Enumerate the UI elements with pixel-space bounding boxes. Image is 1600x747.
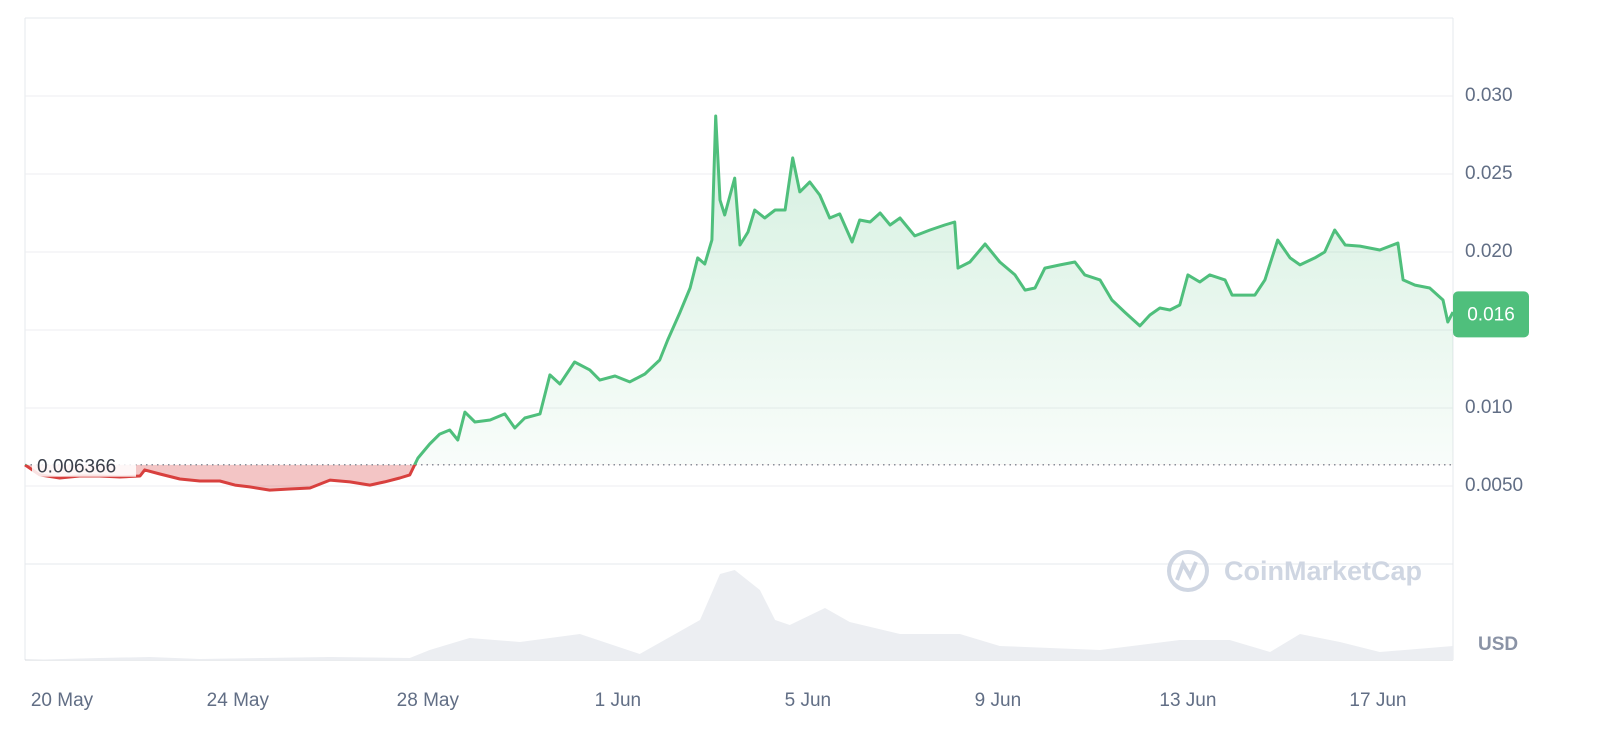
x-tick-label: 20 May (31, 690, 94, 711)
x-tick-label: 13 Jun (1159, 690, 1216, 711)
price-line-up (25, 114, 1455, 465)
volume-layer (25, 570, 1453, 660)
watermark: CoinMarketCap (1167, 550, 1422, 592)
y-tick-label: 0.025 (1465, 163, 1513, 184)
x-tick-label: 9 Jun (975, 690, 1021, 711)
price-badge-label: 0.016 (1467, 304, 1515, 325)
up-area (25, 116, 1453, 465)
x-tick-label: 17 Jun (1349, 690, 1406, 711)
y-tick-label: 0.010 (1465, 397, 1513, 418)
x-tick-label: 28 May (397, 690, 460, 711)
price-line-down (24, 464, 417, 492)
baseline-label-bg (32, 452, 136, 477)
x-tick-label: 5 Jun (785, 690, 831, 711)
x-tick-label: 1 Jun (595, 690, 641, 711)
baseline-label: 0.006366 (37, 457, 116, 478)
volume-area (25, 570, 1453, 660)
y-tick-label: 0.0050 (1465, 475, 1523, 496)
x-tick-label: 24 May (207, 690, 270, 711)
currency-label: USD (1478, 634, 1518, 655)
plot: 0.006366 (24, 114, 1455, 492)
y-tick-label: 0.030 (1465, 85, 1513, 106)
price-badge (1453, 291, 1529, 338)
watermark-text: CoinMarketCap (1224, 556, 1422, 586)
y-tick-label: 0.020 (1465, 241, 1513, 262)
